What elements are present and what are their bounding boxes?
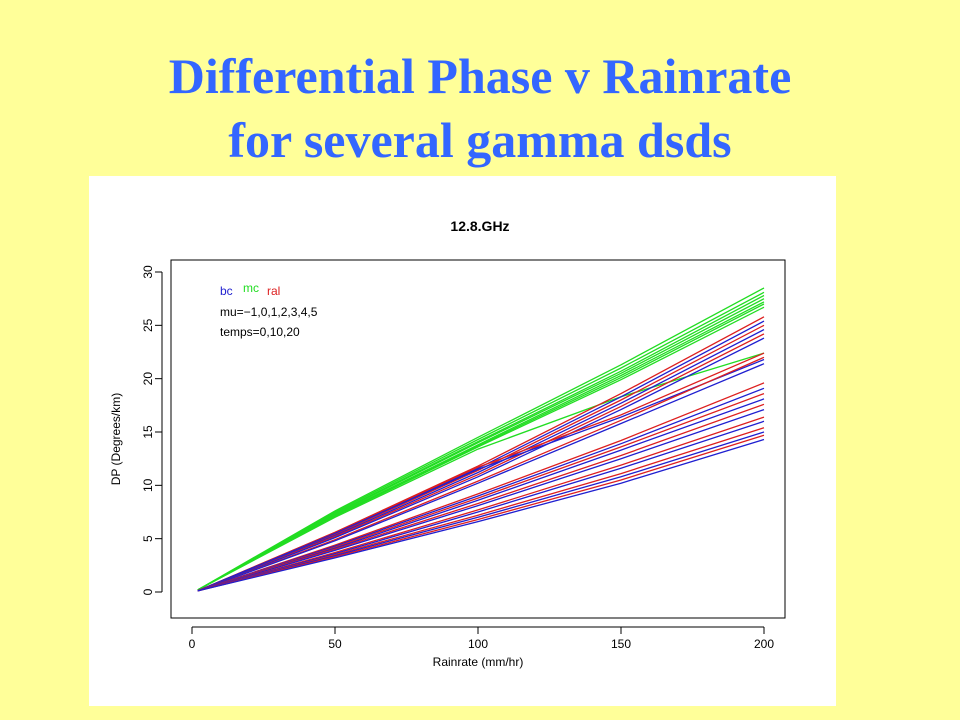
series-line-bc-15 xyxy=(197,358,765,592)
series-line-ral-24 xyxy=(197,416,765,592)
slide-title-line-2: for several gamma dsds xyxy=(228,112,732,168)
y-tick-label: 0 xyxy=(141,588,155,595)
series-line-bc-27 xyxy=(197,431,765,592)
series-line-ral-16 xyxy=(197,356,765,592)
series-line-ral-22 xyxy=(197,403,765,592)
chart-title: 12.8.GHz xyxy=(450,218,509,234)
annotation-mu: mu=−1,0,1,2,3,4,5 xyxy=(220,305,318,319)
legend: bc mc ral mu=−1,0,1,2,3,4,5 temps=0,10,2… xyxy=(220,281,318,339)
series-line-bc-19 xyxy=(197,387,765,592)
y-tick-label: 30 xyxy=(141,265,155,279)
series-line-bc-25 xyxy=(197,420,765,592)
series-line-ral-12 xyxy=(197,333,765,592)
x-tick-label: 200 xyxy=(754,637,774,651)
x-axis: 0 50 100 150 200 xyxy=(189,626,774,651)
x-tick-label: 50 xyxy=(328,637,342,651)
line-chart: 12.8.GHz 0 50 100 150 200 0 5 10 15 20 25 30 Rainr… xyxy=(109,218,786,669)
series-line-bc-23 xyxy=(197,408,765,592)
y-axis-label: DP (Degrees/km) xyxy=(109,393,123,485)
series-line-bc-11 xyxy=(197,329,765,592)
series-line-bc-9 xyxy=(197,320,765,592)
series-line-bc-17 xyxy=(197,363,765,592)
x-tick-label: 100 xyxy=(468,637,488,651)
series-line-ral-28 xyxy=(197,434,765,592)
slide-title-line-1: Differential Phase v Rainrate xyxy=(168,48,792,104)
plot-panel: 12.8.GHz 0 50 100 150 200 0 5 10 15 20 25 30 Rainr… xyxy=(89,176,836,706)
y-axis: 0 5 10 15 20 25 30 xyxy=(141,265,163,595)
series-line-bc-29 xyxy=(197,438,765,592)
y-tick-label: 5 xyxy=(141,535,155,542)
x-tick-label: 150 xyxy=(611,637,631,651)
y-tick-label: 20 xyxy=(141,372,155,386)
legend-bc: bc xyxy=(220,284,233,298)
x-tick-label: 0 xyxy=(189,637,196,651)
series-line-mc-5 xyxy=(197,303,765,591)
annotation-temps: temps=0,10,20 xyxy=(220,325,300,339)
series-line-bc-13 xyxy=(197,337,765,592)
series-line-ral-8 xyxy=(197,316,765,592)
series-layer xyxy=(197,287,765,592)
legend-mc: mc xyxy=(243,281,259,295)
plot-frame xyxy=(170,259,786,619)
y-tick-label: 25 xyxy=(141,318,155,332)
series-line-ral-10 xyxy=(197,324,765,592)
legend-ral: ral xyxy=(267,284,280,298)
x-axis-label: Rainrate (mm/hr) xyxy=(433,655,524,669)
series-line-ral-20 xyxy=(197,392,765,592)
y-tick-label: 10 xyxy=(141,478,155,492)
y-tick-label: 15 xyxy=(141,425,155,439)
slide-title: Differential Phase v Rainrate for severa… xyxy=(0,44,960,172)
